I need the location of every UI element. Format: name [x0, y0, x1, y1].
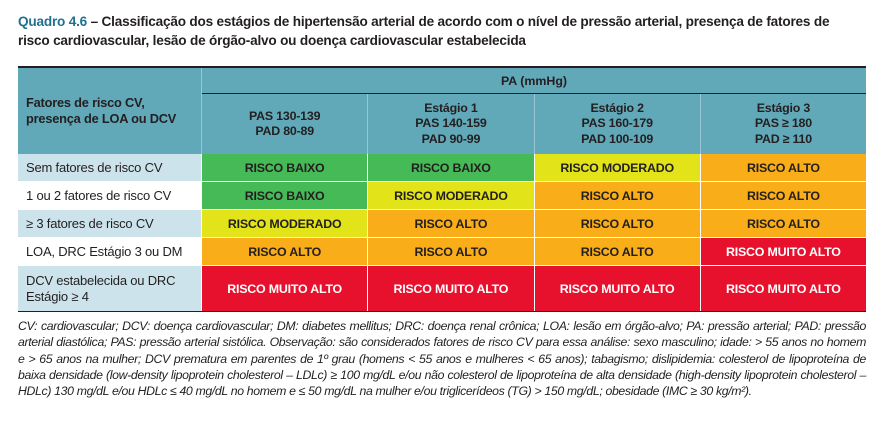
table-header: Fatores de risco CV, presença de LOA ou … — [18, 68, 866, 154]
risk-cell: RISCO BAIXO — [368, 154, 534, 181]
row-label: DCV estabelecida ou DRC Estágio ≥ 4 — [18, 266, 201, 311]
caption-text: – Classificação dos estágios de hiperten… — [18, 14, 830, 48]
risk-cell: RISCO MUITO ALTO — [368, 266, 534, 311]
document-page: Quadro 4.6 – Classificação dos estágios … — [18, 12, 866, 399]
risk-cell: RISCO ALTO — [700, 154, 866, 181]
table-body: Sem fatores de risco CV RISCO BAIXO RISC… — [18, 154, 866, 311]
caption-number: Quadro 4.6 — [18, 14, 88, 29]
risk-cell: RISCO MUITO ALTO — [534, 266, 700, 311]
risk-cell: RISCO ALTO — [534, 182, 700, 209]
risk-classification-table: Fatores de risco CV, presença de LOA ou … — [18, 66, 866, 312]
risk-cell: RISCO MODERADO — [368, 182, 534, 209]
column-header-stage3: Estágio 3 PAS ≥ 180 PAD ≥ 110 — [699, 94, 866, 154]
risk-cell: RISCO BAIXO — [202, 182, 368, 209]
corner-header-cell: Fatores de risco CV, presença de LOA ou … — [26, 95, 177, 126]
risk-cell: RISCO ALTO — [700, 210, 866, 237]
row-label: ≥ 3 fatores de risco CV — [18, 210, 201, 237]
row-label: Sem fatores de risco CV — [18, 154, 201, 181]
risk-cell: RISCO ALTO — [368, 210, 534, 237]
column-header-stage2: Estágio 2 PAS 160-179 PAD 100-109 — [533, 94, 700, 154]
table-footnote: CV: cardiovascular; DCV: doença cardiova… — [18, 319, 866, 399]
column-header-stage1: Estágio 1 PAS 140-159 PAD 90-99 — [367, 94, 533, 154]
pa-header-zone: PA (mmHg) PAS 130-139 PAD 80-89 Estágio … — [201, 68, 866, 154]
stage-headers-row: PAS 130-139 PAD 80-89 Estágio 1 PAS 140-… — [202, 94, 866, 154]
risk-cell: RISCO ALTO — [202, 238, 368, 265]
risk-cell: RISCO MUITO ALTO — [700, 238, 866, 265]
table-caption: Quadro 4.6 – Classificação dos estágios … — [18, 12, 863, 50]
risk-cell: RISCO MUITO ALTO — [202, 266, 368, 311]
risk-cell: RISCO ALTO — [534, 238, 700, 265]
pa-mmhg-header: PA (mmHg) — [202, 68, 866, 94]
risk-cell: RISCO MODERADO — [202, 210, 368, 237]
risk-cell: RISCO ALTO — [368, 238, 534, 265]
row-label: LOA, DRC Estágio 3 ou DM — [26, 243, 183, 259]
risk-cell: RISCO ALTO — [534, 210, 700, 237]
risk-cell: RISCO MODERADO — [534, 154, 700, 181]
risk-cell: RISCO MUITO ALTO — [700, 266, 866, 311]
column-header-pas130: PAS 130-139 PAD 80-89 — [248, 108, 321, 139]
row-label: 1 ou 2 fatores de risco CV — [26, 187, 172, 203]
risk-cell: RISCO ALTO — [700, 182, 866, 209]
risk-cell: RISCO BAIXO — [202, 154, 368, 181]
